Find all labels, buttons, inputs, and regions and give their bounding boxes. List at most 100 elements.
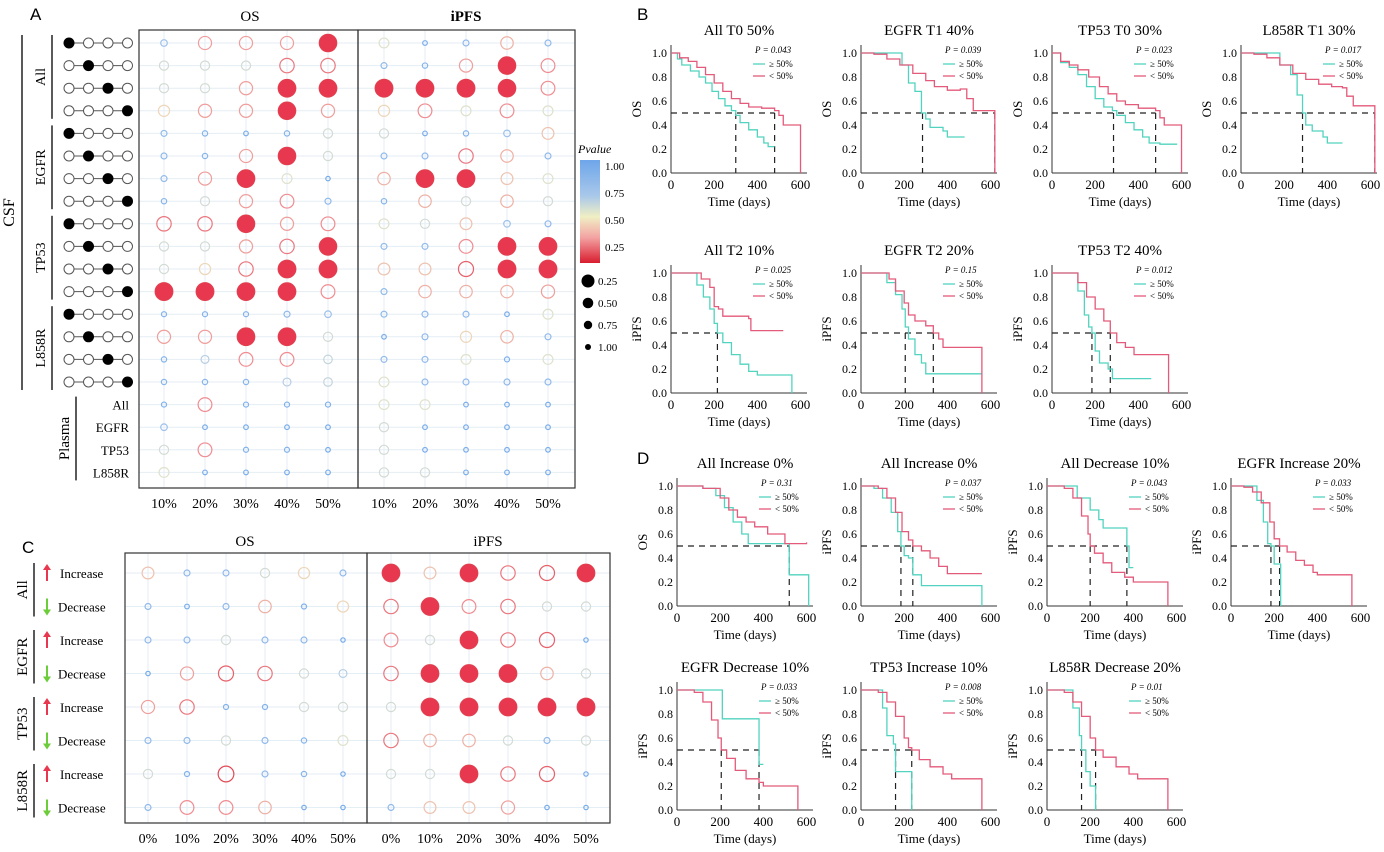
x-tick-label: 600: [1351, 610, 1371, 625]
timepoint-dot: [122, 60, 133, 72]
y-tick-label: 0.4: [1212, 551, 1227, 565]
ipfs-title: iPFS: [473, 534, 502, 550]
x-tick-label: 400: [938, 397, 958, 412]
ipfs-bubble: [538, 564, 556, 582]
km-title: TP53 T2 40%: [1078, 243, 1162, 259]
km-curve-low: [1052, 52, 1183, 173]
y-tick-label: 1.0: [1212, 479, 1227, 493]
y-tick-label: 0.2: [658, 779, 673, 793]
x-tick-label: 0: [674, 814, 681, 829]
ipfs-bubble: [543, 736, 551, 745]
km-title: All T2 10%: [704, 243, 775, 259]
timepoint-dot: [83, 286, 94, 298]
ipfs-bubble: [463, 446, 469, 453]
y-tick-label: 0.6: [1222, 94, 1237, 108]
panel-b: All T0 50% 0.0 0.2 0.4 0.6 0.8 1.0 0 200 400 600 Ti…: [629, 23, 1380, 429]
os-bubble: [325, 424, 331, 431]
plasma-row-label: L858R: [93, 465, 129, 480]
ipfs-bubble: [576, 563, 596, 583]
timepoint-dot: [83, 353, 94, 365]
ipfs-bubble: [417, 103, 433, 119]
timepoint-dot: [83, 105, 94, 117]
ipfs-bubble: [580, 668, 592, 679]
os-bubble: [340, 804, 346, 811]
x-tick-label: 30%: [495, 832, 521, 847]
y-tick-label: 0.4: [842, 338, 857, 352]
ipfs-bubble: [378, 422, 390, 433]
y-axis-label: OS: [1199, 101, 1214, 118]
x-tick-label: 400: [754, 814, 774, 829]
x-axis-label: Time (days): [898, 831, 961, 846]
legend-label-low: < 50%: [959, 504, 983, 514]
legend-label-low: < 50%: [775, 708, 799, 718]
ipfs-bubble: [537, 697, 557, 717]
ipfs-bubble: [583, 804, 589, 811]
ipfs-bubble: [459, 664, 479, 683]
y-axis-label: iPFS: [629, 316, 644, 341]
os-bubble: [201, 311, 209, 318]
km-title: TP53 Increase 10%: [870, 660, 987, 676]
timepoint-dot: [63, 240, 75, 252]
y-tick-label: 0.8: [1033, 70, 1048, 84]
os-bubble: [279, 35, 295, 51]
x-tick-label: 600: [981, 610, 1001, 625]
timepoint-dot-active: [63, 37, 75, 49]
increase-arrow-icon: [43, 631, 51, 637]
ipfs-bubble: [500, 632, 516, 648]
timepoint-dot: [63, 60, 75, 72]
timepoint-dot: [122, 173, 133, 185]
ipfs-bubble: [499, 103, 515, 119]
ipfs-bubble: [583, 771, 589, 777]
ipfs-bubble: [421, 333, 429, 341]
ipfs-bubble: [460, 195, 472, 207]
os-bubble: [281, 173, 293, 185]
ipfs-bubble: [497, 259, 517, 279]
legend-label-low: < 50%: [1145, 504, 1169, 514]
os-bubble: [201, 130, 209, 137]
timepoint-dot: [102, 286, 114, 298]
os-bubble: [325, 469, 331, 476]
y-tick-label: 0.2: [842, 142, 857, 156]
direction-label: Decrease: [58, 667, 106, 682]
ipfs-bubble: [540, 284, 556, 299]
legend-label-high: ≥ 50%: [959, 696, 983, 706]
x-tick-label: 600: [981, 397, 1001, 412]
timepoint-dot: [63, 105, 75, 117]
os-bubble: [156, 216, 172, 232]
legend-label-low: < 50%: [769, 71, 793, 81]
ipfs-bubble: [542, 308, 554, 320]
os-bubble: [199, 82, 211, 94]
km-title: EGFR T2 20%: [884, 243, 974, 259]
os-bubble: [297, 566, 311, 580]
ipfs-bubble: [423, 566, 437, 580]
os-bubble: [277, 327, 297, 347]
os-bubble: [144, 602, 152, 611]
legend-label-high: ≥ 50%: [1145, 696, 1169, 706]
km-plot: All T2 10% 0.0 0.2 0.4 0.6 0.8 1.0 0 200 400 600 Ti…: [629, 243, 810, 429]
ipfs-bubble: [463, 469, 469, 476]
y-tick-label: 1.0: [652, 266, 667, 280]
legend-label-low: < 50%: [959, 708, 983, 718]
os-bubble: [222, 703, 230, 711]
x-tick-label: 50%: [315, 497, 341, 512]
y-axis-label: OS: [1010, 101, 1025, 118]
ipfs-bubble: [422, 130, 428, 137]
gene-label: TP53: [15, 707, 31, 740]
size-legend-dot: [582, 297, 594, 309]
os-bubble: [261, 636, 269, 644]
os-bubble: [279, 351, 295, 367]
ipfs-bubble: [380, 152, 388, 160]
os-bubble: [323, 354, 333, 365]
km-title: TP53 T0 30%: [1078, 23, 1162, 39]
km-curve-low: [1241, 52, 1376, 173]
y-tick-label: 0.0: [842, 803, 857, 817]
os-bubble: [157, 104, 171, 117]
timepoint-dot: [122, 308, 133, 320]
os-bubble: [238, 148, 254, 164]
y-tick-label: 0.4: [652, 338, 667, 352]
ipfs-bubble: [545, 469, 551, 476]
timepoint-dot: [102, 308, 114, 320]
x-tick-label: 10%: [151, 497, 177, 512]
ipfs-bubble: [497, 237, 517, 256]
ipfs-bubble: [378, 376, 390, 388]
